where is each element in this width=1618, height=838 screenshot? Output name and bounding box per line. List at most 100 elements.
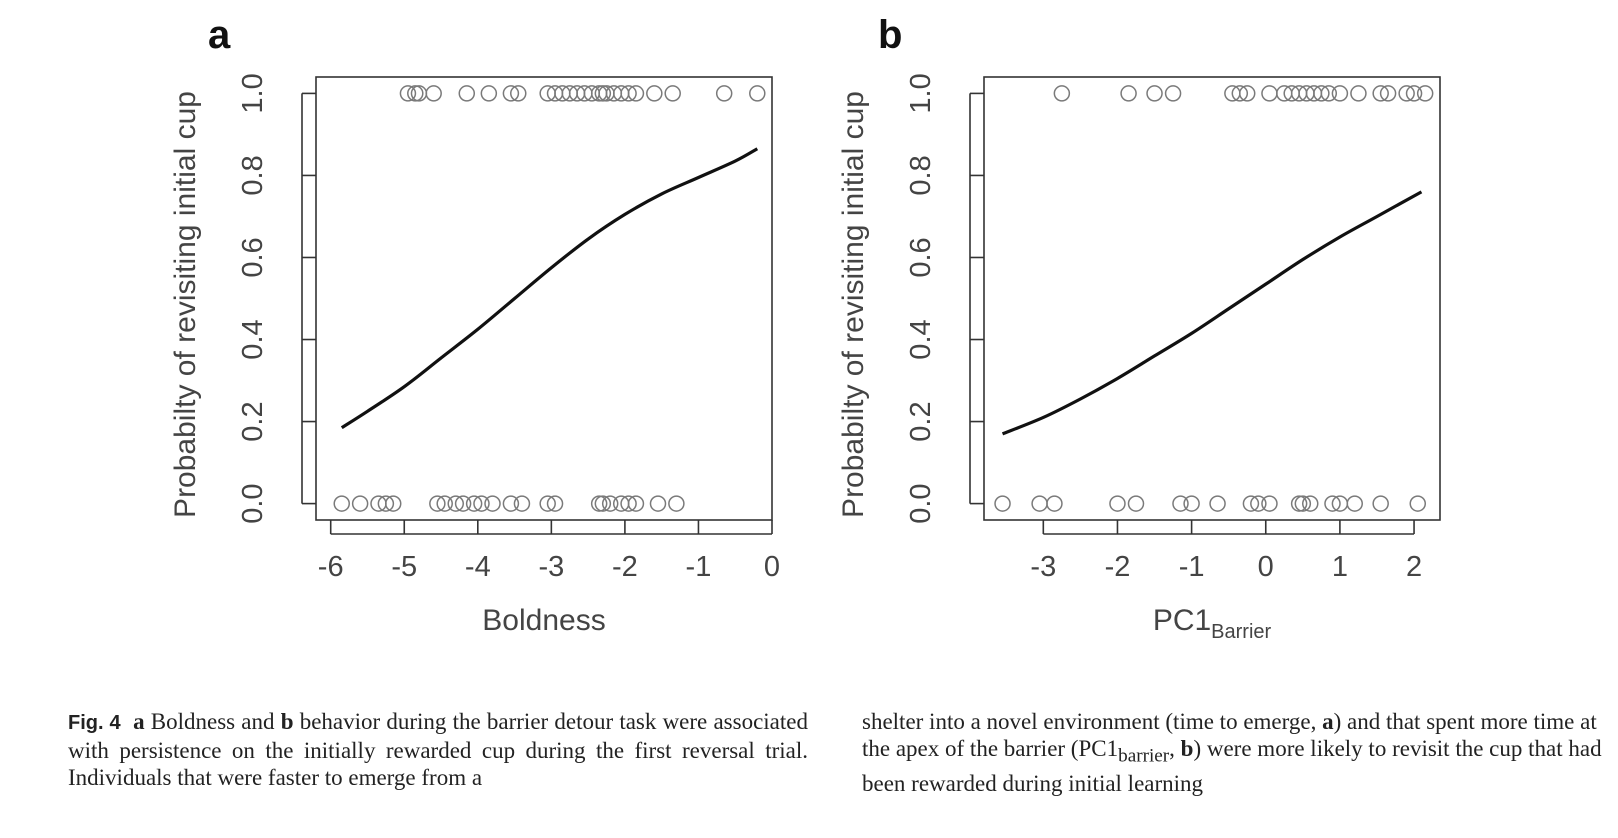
- data-point: [1231, 85, 1249, 102]
- data-point: [1346, 495, 1363, 512]
- y-tick-label: 0.6: [237, 237, 269, 277]
- y-tick-label: 1.0: [237, 73, 269, 113]
- data-point: [620, 85, 637, 102]
- data-point: [994, 495, 1011, 512]
- x-tick-label: -1: [686, 551, 712, 583]
- caption-left: Fig. 4 a Boldness and b behavior during …: [68, 708, 808, 791]
- data-point: [1301, 495, 1319, 512]
- x-tick-label: -5: [391, 551, 417, 583]
- x-axis-title: PC1Barrier: [1153, 604, 1272, 643]
- y-tick-label: 0.4: [905, 319, 937, 359]
- data-point: [1416, 85, 1434, 102]
- data-point: [1053, 85, 1071, 102]
- data-point: [447, 495, 464, 512]
- data-point: [1238, 85, 1256, 102]
- data-point: [1350, 85, 1367, 102]
- data-point: [664, 85, 681, 102]
- panel-a: a -6 -5 -4 -3 -2 -1 0 0.0 0.2 0.4 0.6 0.8 1.0 Boldness…: [169, 13, 780, 637]
- y-tick-label: 1.0: [905, 73, 937, 113]
- data-point: [1120, 85, 1137, 102]
- caption-subscript: barrier: [1118, 745, 1170, 767]
- data-point: [1261, 85, 1278, 102]
- caption-text: shelter into a novel environment (time t…: [862, 709, 1323, 734]
- data-point: [649, 495, 667, 512]
- x-tick-label: 0: [1258, 551, 1274, 583]
- data-point: [399, 85, 417, 102]
- data-point: [1409, 495, 1427, 512]
- x-axis-title-subscript: Barrier: [1211, 621, 1271, 643]
- data-point: [1046, 495, 1063, 512]
- y-tick-label: 0.8: [237, 155, 269, 195]
- data-point: [1172, 495, 1189, 512]
- x-axis-title: Boldness: [482, 604, 605, 637]
- figure: a -6 -5 -4 -3 -2 -1 0 0.0 0.2 0.4 0.6 0.8 1.0 Boldness…: [169, 13, 1441, 643]
- data-point: [473, 495, 490, 512]
- data-point: [351, 495, 369, 512]
- plot-frame: [315, 76, 773, 521]
- caption-text: behavior during the barrier detour task …: [68, 709, 808, 790]
- caption-text: ,: [1169, 736, 1181, 761]
- y-axis-title: Probabilty of revisiting initial cup: [169, 91, 202, 518]
- data-point: [1146, 85, 1163, 102]
- y-tick-label: 0.8: [905, 155, 937, 195]
- caption-text: ) were more likely to revisit the cup th…: [862, 736, 1602, 796]
- data-point: [513, 495, 531, 512]
- y-axis-title: Probabilty of revisiting initial cup: [837, 91, 870, 518]
- data-point: [484, 495, 501, 512]
- x-tick-label: 0: [764, 551, 780, 583]
- x-tick-label: -3: [538, 551, 564, 583]
- caption-ref-b: b: [280, 709, 294, 734]
- data-point: [627, 495, 645, 512]
- data-point: [1290, 495, 1308, 512]
- data-point: [458, 85, 476, 102]
- x-tick-label: -1: [1179, 551, 1205, 583]
- fitted-curve: [340, 147, 759, 430]
- data-point: [454, 495, 472, 512]
- data-point: [410, 85, 428, 102]
- caption-right: shelter into a novel environment (time t…: [862, 708, 1602, 797]
- data-point: [1183, 495, 1200, 512]
- data-point: [1324, 495, 1341, 512]
- data-point: [1127, 495, 1145, 512]
- fitted-curve: [1001, 190, 1423, 436]
- x-tick-label: -4: [465, 551, 491, 583]
- data-point: [1313, 85, 1330, 102]
- data-point: [1242, 495, 1260, 512]
- data-point: [601, 495, 619, 512]
- data-point: [539, 495, 556, 512]
- x-tick-label: -6: [318, 551, 344, 583]
- data-point: [1320, 85, 1338, 102]
- y-tick-label: 0.4: [237, 319, 269, 359]
- data-point: [1109, 495, 1126, 512]
- data-point: [465, 495, 483, 512]
- y-tick-label: 0.6: [905, 237, 937, 277]
- caption-ref-a: a: [133, 709, 145, 734]
- data-point: [502, 85, 520, 102]
- panel-b: b -3 -2 -1 0 1 2 0.0 0.2 0.4 0.6 0.8 1.0 PC1Barrier Pr…: [837, 13, 1441, 643]
- data-point: [480, 85, 498, 102]
- data-point: [668, 495, 685, 512]
- data-point: [510, 85, 527, 102]
- x-tick-label: -2: [1105, 551, 1131, 583]
- data-point: [384, 495, 402, 512]
- data-point: [377, 495, 395, 512]
- x-tick-label: -2: [612, 551, 638, 583]
- data-point: [1031, 495, 1048, 512]
- caption-text: ) and that spent more time at the apex o…: [862, 709, 1597, 761]
- data-point: [407, 85, 424, 102]
- data-point: [646, 85, 663, 102]
- y-tick-label: 0.2: [237, 401, 269, 441]
- data-point: [1372, 495, 1389, 512]
- x-tick-label: 1: [1332, 551, 1348, 583]
- plot-frame: [983, 76, 1441, 521]
- data-point: [1250, 495, 1267, 512]
- data-point: [594, 495, 612, 512]
- data-point: [1164, 85, 1182, 102]
- data-point: [715, 85, 733, 102]
- data-point: [333, 495, 350, 512]
- data-point: [1405, 85, 1423, 102]
- data-point: [546, 495, 564, 512]
- data-point: [425, 85, 442, 102]
- data-point: [1372, 85, 1389, 102]
- data-point: [429, 495, 446, 512]
